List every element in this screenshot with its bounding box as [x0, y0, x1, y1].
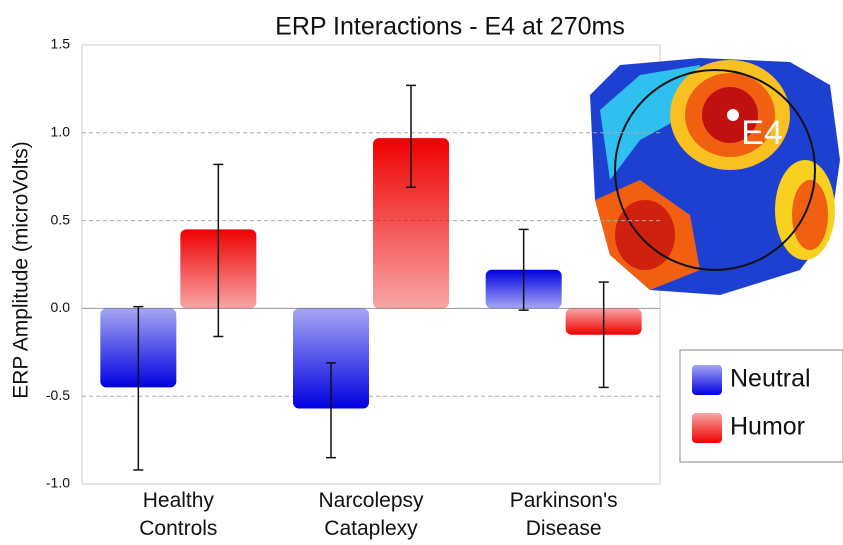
x-tick-label: Narcolepsy Cataplexy: [318, 489, 424, 540]
y-tick-label: 1.0: [51, 124, 71, 140]
y-axis-label: ERP Amplitude (microVolts): [10, 141, 33, 399]
legend-label: Humor: [730, 413, 805, 441]
topomap: E4: [590, 58, 840, 295]
map-label: E4: [741, 114, 783, 152]
x-tick-label: Parkinson's Disease: [509, 489, 618, 540]
legend-swatch: [692, 365, 722, 395]
y-tick-label: 0.0: [51, 299, 71, 315]
y-tick-label: 1.5: [51, 36, 71, 52]
legend-swatch: [692, 413, 722, 443]
chart-title: ERP Interactions - E4 at 270ms: [275, 13, 625, 41]
bar: [293, 308, 369, 409]
plot-frame: [81, 44, 661, 485]
x-tick-label: Healthy Controls: [139, 489, 218, 540]
legend-label: Neutral: [730, 365, 811, 393]
y-tick-label: 0.5: [51, 211, 71, 227]
y-tick-label: -1.0: [46, 475, 70, 491]
y-tick-label: -0.5: [46, 387, 70, 403]
bar: [373, 138, 449, 309]
